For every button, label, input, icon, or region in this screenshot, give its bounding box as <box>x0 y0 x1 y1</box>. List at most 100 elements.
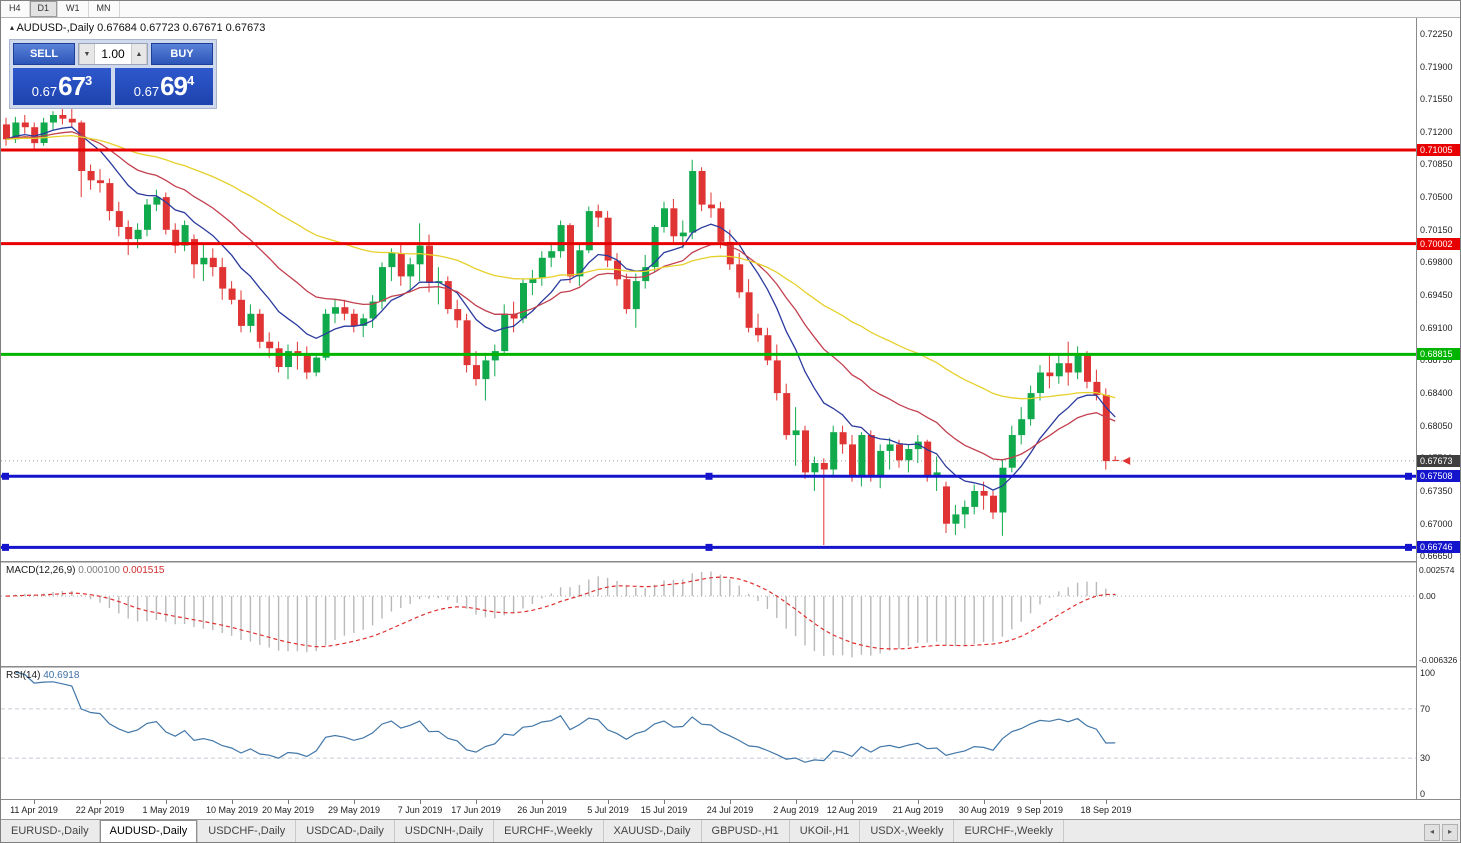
date-axis-label: 18 Sep 2019 <box>1080 805 1132 815</box>
line-handle[interactable] <box>1405 472 1412 480</box>
date-tick <box>664 800 665 804</box>
price-chart[interactable] <box>1 18 1416 561</box>
tab-scrollers: ◂ ▸ <box>1424 820 1460 842</box>
timeframe-button-h4[interactable]: H4 <box>1 1 30 17</box>
chart-tab-bar: EURUSD-,Daily AUDUSD-,Daily USDCHF-,Daily U… <box>1 819 1460 842</box>
chart-tab-eurchf-weekly[interactable]: EURCHF-,Weekly <box>954 820 1064 842</box>
rsi-indicator-panel[interactable]: RSI(14) 40.6918 <box>1 668 1416 799</box>
line-handle[interactable] <box>2 472 9 480</box>
timeframe-button-w1[interactable]: W1 <box>58 1 89 17</box>
horizontal-line-0.66746[interactable] <box>1 543 1416 551</box>
volume-decrease-button[interactable]: ▼ <box>79 44 95 64</box>
macd-name: MACD(12,26,9) <box>6 565 76 576</box>
line-handle[interactable] <box>1405 543 1412 551</box>
date-axis-label: 20 May 2019 <box>261 805 315 815</box>
macd-axis-label: 0.00 <box>1419 591 1436 601</box>
chart-tab-audusd-daily[interactable]: AUDUSD-,Daily <box>99 820 199 842</box>
line-handle[interactable] <box>2 543 9 551</box>
chart-tab-usdcad-daily[interactable]: USDCAD-,Daily <box>296 820 395 842</box>
date-axis-label: 9 Sep 2019 <box>1016 805 1064 815</box>
rsi-label: RSI(14) 40.6918 <box>6 670 79 681</box>
price-axis-label: 0.69100 <box>1420 323 1453 333</box>
panel-splitter <box>1 799 1460 800</box>
panel-splitter[interactable] <box>1 666 1460 668</box>
chart-tab-eurchf-weekly[interactable]: EURCHF-,Weekly <box>494 820 604 842</box>
price-axis-label: 0.71200 <box>1420 127 1453 137</box>
chart-tab-usdx-weekly[interactable]: USDX-,Weekly <box>860 820 955 842</box>
macd-chart[interactable] <box>1 563 1416 666</box>
macd-axis[interactable]: 0.002574 0.00 -0.006326 <box>1417 563 1460 666</box>
date-tick <box>420 800 421 804</box>
price-axis-label: 0.69800 <box>1420 257 1453 267</box>
macd-signal-value: 0.001515 <box>122 565 165 576</box>
chart-tab-gbpusd-h1[interactable]: GBPUSD-,H1 <box>702 820 790 842</box>
date-axis-label: 7 Jun 2019 <box>397 805 443 815</box>
rsi-chart[interactable] <box>1 668 1416 799</box>
price-badge-0.70002: 0.70002 <box>1417 238 1460 250</box>
volume-increase-button[interactable]: ▲ <box>131 44 147 64</box>
rsi-line <box>15 671 1116 763</box>
date-axis-label: 10 May 2019 <box>205 805 259 815</box>
date-tick <box>34 800 35 804</box>
chart-tab-usdchf-daily[interactable]: USDCHF-,Daily <box>198 820 297 842</box>
price-axis-label: 0.66650 <box>1420 551 1453 561</box>
value-axis-column[interactable]: 0.72250 0.71900 0.71550 0.71200 0.70850 0.705… <box>1416 18 1460 799</box>
date-tick <box>476 800 477 804</box>
chart-ohlc-values: 0.67684 0.67723 0.67671 0.67673 <box>97 22 266 34</box>
chart-tab-ukoil-h1[interactable]: UKOil-,H1 <box>790 820 861 842</box>
candlestick-series <box>3 106 1120 546</box>
date-axis[interactable]: 11 Apr 2019 22 Apr 2019 1 May 2019 10 May 2… <box>1 800 1416 819</box>
moving-average-21 <box>5 131 1116 461</box>
macd-axis-label: -0.006326 <box>1419 655 1458 665</box>
tab-scroll-left-icon[interactable]: ◂ <box>1424 823 1440 841</box>
timeframe-button-d1[interactable]: D1 <box>29 1 59 17</box>
buy-price-display[interactable]: 0.67 69 4 <box>115 68 213 105</box>
panel-splitter[interactable] <box>1 561 1460 563</box>
one-click-price-row: 0.67 67 3 0.67 69 4 <box>13 68 213 105</box>
date-axis-label: 22 Apr 2019 <box>75 805 125 815</box>
price-axis-label: 0.70500 <box>1420 192 1453 202</box>
rsi-value: 40.6918 <box>43 670 80 681</box>
chart-tab-usdcnh-daily[interactable]: USDCNH-,Daily <box>395 820 495 842</box>
volume-stepper: ▼ 1.00 ▲ <box>78 43 148 65</box>
date-tick <box>232 800 233 804</box>
price-axis-label: 0.71550 <box>1420 94 1453 104</box>
date-tick <box>100 800 101 804</box>
sell-button[interactable]: SELL <box>13 43 75 65</box>
sell-price-display[interactable]: 0.67 67 3 <box>13 68 111 105</box>
date-axis-label: 12 Aug 2019 <box>826 805 878 815</box>
price-axis-label: 0.67350 <box>1420 486 1453 496</box>
chart-tab-xauusd-daily[interactable]: XAUUSD-,Daily <box>604 820 702 842</box>
date-axis-label: 5 Jul 2019 <box>587 805 629 815</box>
price-axis[interactable]: 0.72250 0.71900 0.71550 0.71200 0.70850 0.705… <box>1417 18 1460 561</box>
date-axis-label: 21 Aug 2019 <box>892 805 944 815</box>
price-axis-label: 0.68750 <box>1420 355 1453 365</box>
tab-scroll-right-icon[interactable]: ▸ <box>1442 823 1458 841</box>
date-tick <box>542 800 543 804</box>
timeframe-buttons: H4 D1 W1 MN <box>1 1 120 17</box>
current-price-marker <box>1122 456 1131 465</box>
rsi-axis[interactable]: 100 70 30 0 <box>1417 668 1460 799</box>
date-tick <box>1106 800 1107 804</box>
rsi-axis-label: 30 <box>1420 753 1431 763</box>
price-axis-label: 0.71900 <box>1420 62 1453 72</box>
one-click-top-row: SELL ▼ 1.00 ▲ BUY <box>13 43 213 65</box>
date-axis-label: 29 May 2019 <box>327 805 381 815</box>
date-tick <box>288 800 289 804</box>
line-handle[interactable] <box>705 472 713 480</box>
volume-input[interactable]: 1.00 <box>101 47 125 61</box>
line-handle[interactable] <box>705 543 713 551</box>
buy-button[interactable]: BUY <box>151 43 213 65</box>
horizontal-line-0.67508[interactable] <box>1 472 1416 480</box>
macd-indicator-panel[interactable]: MACD(12,26,9) 0.000100 0.001515 <box>1 563 1416 666</box>
date-tick <box>918 800 919 804</box>
date-tick <box>796 800 797 804</box>
price-axis-label: 0.68400 <box>1420 388 1453 398</box>
buy-price-big-digits: 69 <box>160 71 188 101</box>
chart-tab-eurusd-daily[interactable]: EURUSD-,Daily <box>1 820 100 842</box>
date-axis-label: 26 Jun 2019 <box>517 805 567 815</box>
collapse-triangle-icon[interactable]: ▴ <box>10 23 15 32</box>
timeframe-button-mn[interactable]: MN <box>89 1 120 17</box>
price-chart-panel[interactable] <box>1 18 1416 561</box>
